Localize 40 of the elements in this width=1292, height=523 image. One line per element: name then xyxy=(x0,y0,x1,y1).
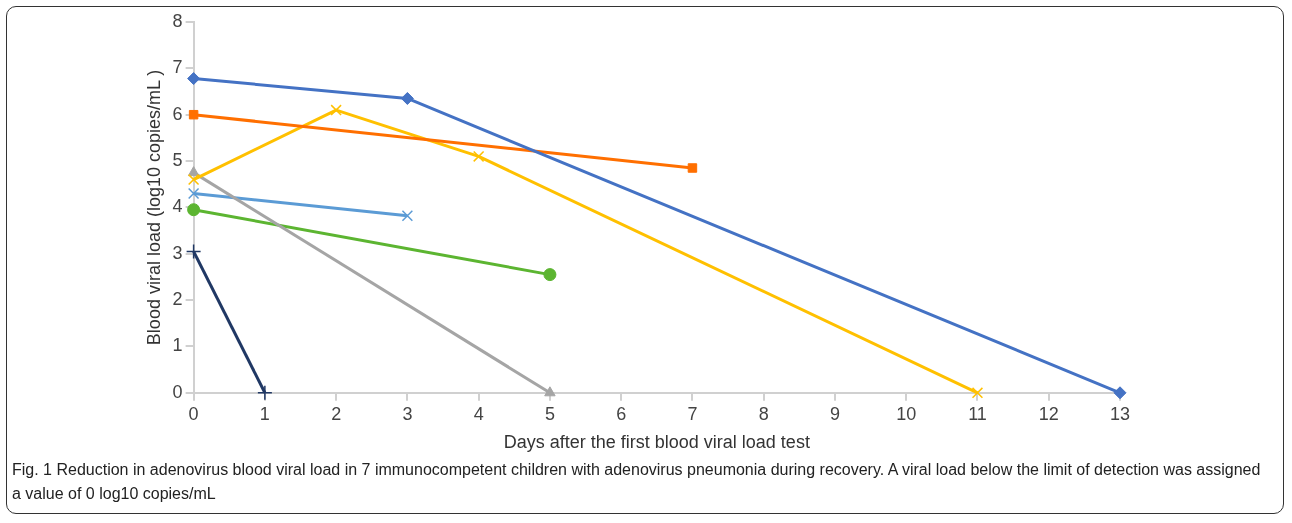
point xyxy=(187,203,201,217)
point xyxy=(400,91,414,105)
x-tick-label: 4 xyxy=(473,403,484,424)
point xyxy=(1113,386,1127,400)
point xyxy=(187,187,200,200)
x-tick-label: 10 xyxy=(896,403,917,424)
x-tick-label: 12 xyxy=(1038,403,1059,424)
x-axis-title: Days after the first blood viral load test xyxy=(503,432,810,453)
x-tick-label: 9 xyxy=(829,403,840,424)
x-tick-label: 2 xyxy=(331,403,342,424)
point xyxy=(687,163,698,173)
point xyxy=(543,268,557,282)
point xyxy=(401,210,414,222)
y-tick-label: 0 xyxy=(172,381,183,402)
y-tick-label: 8 xyxy=(172,10,183,31)
point xyxy=(472,150,485,163)
x-tick-label: 7 xyxy=(687,403,698,424)
x-tick-label: 1 xyxy=(259,403,270,424)
x-tick-label: 6 xyxy=(616,403,627,424)
y-tick-label: 5 xyxy=(172,150,183,171)
x-tick-label: 8 xyxy=(758,403,769,424)
point xyxy=(971,387,984,399)
point xyxy=(187,72,201,86)
x-tick-label: 0 xyxy=(188,403,199,424)
y-tick-label: 4 xyxy=(172,196,183,217)
point xyxy=(330,104,342,116)
point xyxy=(188,109,199,120)
y-axis-title: Blood viral load (log10 copies/mL ) xyxy=(143,69,164,346)
y-tick-label: 3 xyxy=(172,242,183,263)
y-tick-label: 2 xyxy=(172,289,183,310)
y-tick-label: 1 xyxy=(172,335,183,356)
x-tick-label: 5 xyxy=(544,403,555,424)
x-tick-label: 11 xyxy=(968,403,987,424)
point xyxy=(257,385,273,401)
x-tick-label: 13 xyxy=(1109,403,1131,424)
caption: Fig. 1 Reduction in adenovirus blood viral load in 7 immunocompetent children with adenovirus pneumonia during recovery. A viral load below the limit of detection was assigned a value of 0 log10 copies/mL xyxy=(12,460,1262,504)
y-tick-label: 7 xyxy=(172,57,183,78)
point xyxy=(185,243,202,260)
y-tick-label: 6 xyxy=(172,103,183,124)
x-tick-label: 3 xyxy=(402,403,413,424)
